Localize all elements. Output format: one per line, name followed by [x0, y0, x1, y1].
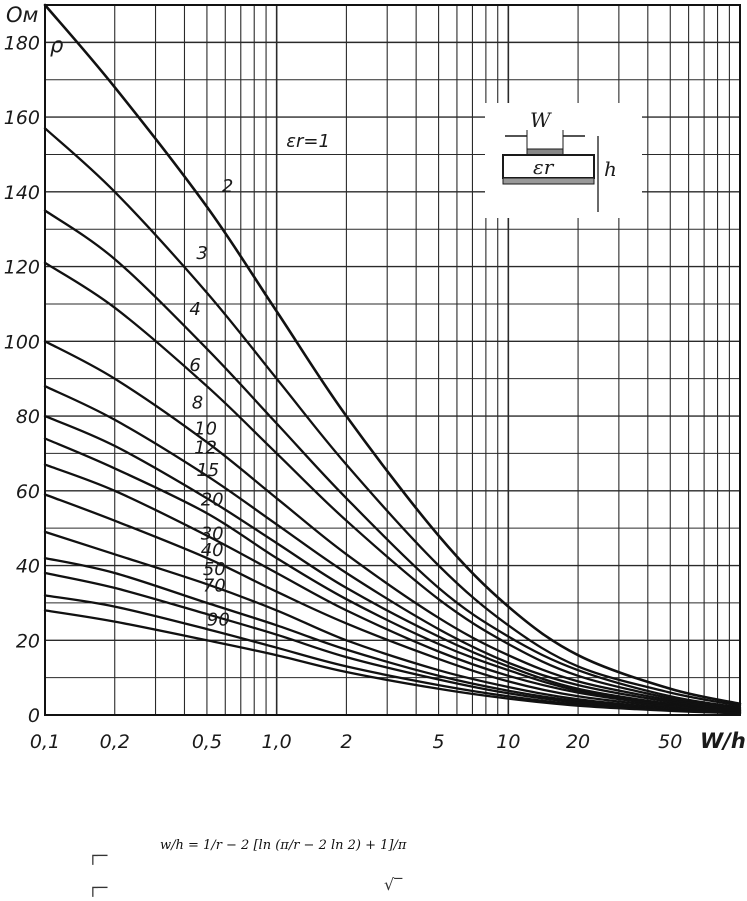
series-line-2: [43, 127, 742, 707]
series-line-12: [43, 437, 742, 713]
series-line-4: [43, 261, 742, 710]
series-line-20: [43, 493, 742, 713]
series-line-90: [43, 609, 742, 715]
series-label-8: 8: [192, 393, 203, 414]
x-tick-5: 5: [433, 731, 445, 753]
x-tick-0,5: 0,5: [192, 731, 222, 753]
series-label-εr=1: εr=1: [286, 131, 330, 152]
series-label-2: 2: [222, 176, 233, 197]
radical-mark-2: ┌─: [88, 878, 108, 897]
series-label-4: 4: [189, 299, 200, 320]
inset-w-label: W: [530, 108, 552, 132]
x-tick-labels: 0,1 0,2 0,5 1,0 2 5 10 20 50: [30, 731, 682, 753]
y-symbol: ρ: [50, 33, 64, 57]
grid: [44, 4, 741, 716]
y-tick-20: 20: [16, 630, 40, 652]
series-label-70: 70: [203, 576, 226, 597]
y-tick-0: 0: [28, 705, 40, 727]
series-line-50: [43, 571, 742, 715]
inset-ground-plane: [502, 177, 595, 185]
formula: w/h = 1/r − 2 [ln (π/r − 2 ln 2) + 1]/π: [160, 838, 407, 853]
x-axis-label: W/h: [700, 729, 746, 753]
series-line-10: [43, 414, 742, 712]
x-tick-50: 50: [658, 731, 682, 753]
series-label-20: 20: [201, 490, 224, 511]
y-tick-60: 60: [16, 481, 40, 503]
y-tick-140: 140: [4, 182, 40, 204]
y-tick-80: 80: [16, 406, 40, 428]
series-line-40: [43, 556, 742, 714]
series-line-15: [43, 463, 742, 713]
radical-mark-1: ┌─: [88, 846, 108, 865]
series-label-6: 6: [189, 355, 200, 376]
series-label-50: 50: [203, 559, 226, 580]
series-curves: [43, 3, 742, 715]
inset-eps-label: εr: [533, 155, 555, 179]
y-tick-labels: 0 20 40 60 80 100 120 140 160 180: [4, 32, 40, 727]
series-label-40: 40: [201, 540, 224, 561]
series-line-6: [43, 340, 742, 711]
series-line-8: [43, 385, 742, 712]
y-tick-40: 40: [16, 556, 40, 578]
y-unit-label: Ом: [6, 3, 39, 27]
plot-frame: [44, 4, 741, 716]
series-label-10: 10: [194, 419, 217, 440]
series-label-90: 90: [207, 609, 230, 630]
series-line-30: [43, 530, 742, 714]
x-tick-20: 20: [566, 731, 590, 753]
inset-h-label: h: [604, 157, 617, 181]
series-label-3: 3: [196, 243, 207, 264]
series-line-εr=1: [43, 3, 742, 706]
y-tick-160: 160: [4, 107, 40, 129]
sqrt-mark: √‾: [384, 875, 403, 894]
series-line-3: [43, 209, 742, 709]
cross-section-inset: W εr h: [485, 103, 642, 218]
y-tick-100: 100: [4, 331, 40, 353]
y-tick-180: 180: [4, 32, 40, 54]
series-label-30: 30: [201, 523, 224, 544]
y-tick-120: 120: [4, 257, 40, 279]
x-tick-0,1: 0,1: [30, 731, 60, 753]
x-tick-1,0: 1,0: [262, 731, 292, 753]
x-tick-0,2: 0,2: [100, 731, 130, 753]
series-label-12: 12: [194, 437, 217, 458]
x-tick-10: 10: [496, 731, 520, 753]
x-tick-2: 2: [340, 731, 352, 753]
series-label-15: 15: [196, 460, 219, 481]
